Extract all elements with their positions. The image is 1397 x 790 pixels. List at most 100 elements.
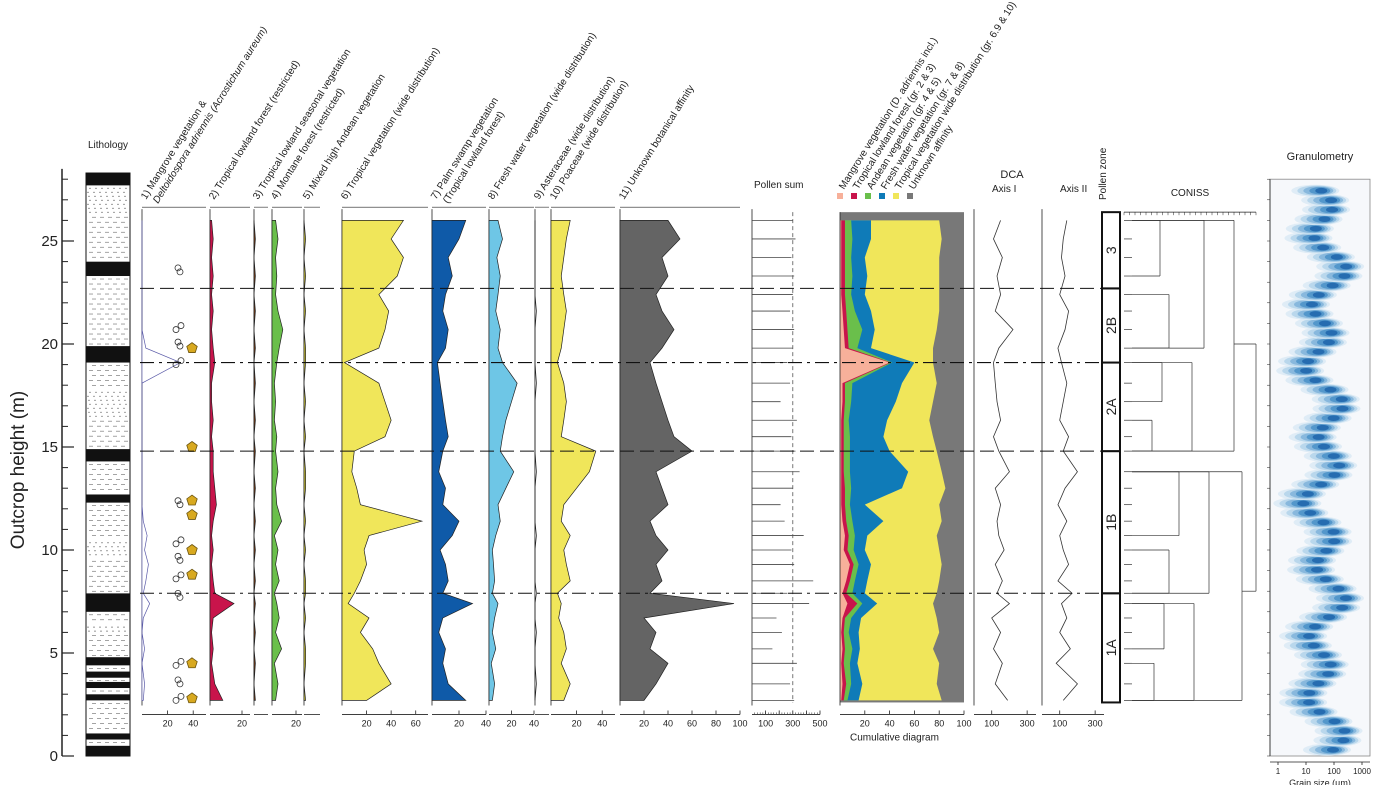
sandstone-dot <box>99 203 101 205</box>
sandstone-dot <box>111 546 113 548</box>
lithology-unit-mudstone <box>86 502 130 540</box>
sandstone-dot <box>99 407 101 409</box>
granulometry-density <box>1328 718 1341 725</box>
granulometry-density <box>1327 453 1340 459</box>
fossil-marker <box>186 441 198 452</box>
granulometry-density <box>1300 367 1313 374</box>
sandstone-dot <box>111 203 113 205</box>
cum-tick-label: 60 <box>909 718 919 728</box>
mangrove-mark <box>177 357 185 365</box>
sandstone-dot <box>112 399 114 401</box>
sandstone-dot <box>113 211 115 213</box>
sandstone-dot <box>89 542 91 544</box>
mangrove-mark <box>174 676 182 684</box>
pollen-zone-label: 3 <box>1103 246 1119 254</box>
series-area-tropical_lowland <box>209 220 235 701</box>
sandstone-dot <box>95 403 97 405</box>
sandstone-dot <box>95 391 97 393</box>
series-title-line2: Deltoidospora adriennis (Acrostichum aur… <box>151 25 270 206</box>
sandstone-dot <box>101 199 103 201</box>
mangrove-mark <box>174 264 182 272</box>
pollen-sum-tick-label: 100 <box>758 718 773 728</box>
lithology-unit-mudstone <box>86 632 130 658</box>
sandstone-dot <box>106 550 108 552</box>
series-panel-montane: 204) Montane forest (restricted) <box>269 86 347 728</box>
sandstone-dot <box>89 403 91 405</box>
mangrove-mark <box>174 552 182 560</box>
series-area-andean <box>303 220 306 701</box>
granulometry-density <box>1309 311 1322 317</box>
dca-line <box>1055 220 1078 701</box>
series-title: 11) Unknown botanical affinity <box>617 83 697 201</box>
lithology-unit-coal <box>86 657 130 666</box>
lithology-unit-mudstone <box>86 461 130 495</box>
cum-title: Cumulative diagram <box>850 732 939 743</box>
mangrove-mark <box>172 361 180 369</box>
granulometry-tick-label: 10 <box>1302 767 1311 776</box>
sandstone-dot <box>123 191 125 193</box>
sandstone-dot <box>100 630 102 632</box>
fossil-marker <box>186 568 198 580</box>
lithology-unit-sandstone <box>86 624 130 633</box>
sandstone-dot <box>106 207 108 209</box>
lithology-unit-coal <box>86 593 130 612</box>
sandstone-dot <box>100 207 102 209</box>
pollen-zone-label: 2A <box>1103 398 1119 416</box>
sandstone-dot <box>123 203 125 205</box>
granulometry-density <box>1312 292 1325 298</box>
sandstone-dot <box>88 411 90 413</box>
sandstone-dot <box>113 403 115 405</box>
series-x-tick-label: 20 <box>454 718 464 728</box>
sandstone-dot <box>125 199 127 201</box>
granulometry-density <box>1336 604 1349 611</box>
mangrove-mark <box>172 326 180 333</box>
pollen-sum-tick-label: 300 <box>785 718 800 728</box>
series-area-fresh_water <box>488 220 518 701</box>
sandstone-dot <box>107 187 109 189</box>
cum-legend-swatch <box>837 193 843 199</box>
series-x-tick-label: 40 <box>481 718 491 728</box>
mangrove-mark <box>177 536 185 544</box>
sandstone-dot <box>101 187 103 189</box>
fossil-marker <box>186 544 198 555</box>
sandstone-dot <box>93 546 95 548</box>
sandstone-dot <box>119 199 121 201</box>
granulometry-density <box>1313 709 1326 715</box>
sandstone-dot <box>95 187 97 189</box>
sandstone-dot <box>113 415 115 417</box>
sandstone-dot <box>105 407 107 409</box>
height-tick-label: 5 <box>50 645 58 662</box>
sandstone-dot <box>107 391 109 393</box>
sandstone-dot <box>87 395 89 397</box>
lithology-unit-mudstone <box>86 276 130 347</box>
sandstone-dot <box>125 211 127 213</box>
sandstone-dot <box>99 546 101 548</box>
granulometry-density <box>1317 443 1330 450</box>
series-panel-unknown: 20 40 60 80 100 11) Unknown botanical affinit… <box>617 83 747 728</box>
granulometry-density <box>1316 424 1329 431</box>
pollen-sum-tick-label: 500 <box>812 718 827 728</box>
sandstone-dot <box>101 542 103 544</box>
dca-tick-label: 100 <box>984 718 999 728</box>
sandstone-dot <box>94 195 96 197</box>
sandstone-dot <box>87 407 89 409</box>
lithology-unit-mudstone <box>86 362 130 390</box>
sandstone-dot <box>93 626 95 628</box>
lithology-unit-coal <box>86 694 130 701</box>
series-area-asteraceae <box>534 220 537 701</box>
sandstone-dot <box>119 391 121 393</box>
cum-legend-swatch <box>907 193 913 199</box>
sandstone-dot <box>101 211 103 213</box>
mangrove-mark <box>177 322 185 329</box>
cum-tick-label: 40 <box>885 718 895 728</box>
sandstone-dot <box>105 546 107 548</box>
sandstone-dot <box>118 207 120 209</box>
lithology-unit-coal <box>86 173 130 186</box>
sandstone-dot <box>118 550 120 552</box>
sandstone-dot <box>101 554 103 556</box>
granulometry-density <box>1309 377 1322 384</box>
lithology-frame <box>85 172 131 757</box>
sandstone-dot <box>106 630 108 632</box>
sandstone-dot <box>125 554 127 556</box>
lithology-unit-coal <box>86 346 130 363</box>
